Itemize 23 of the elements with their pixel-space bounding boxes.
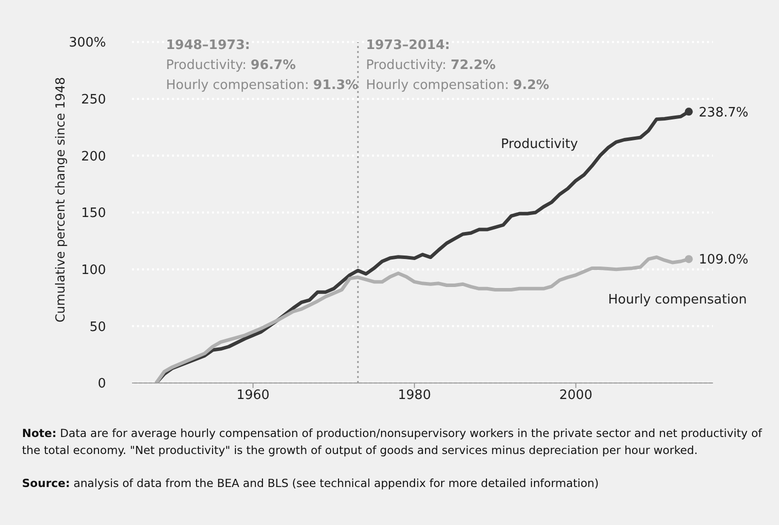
annotation: 109.0%: [698, 252, 748, 268]
series-label: Productivity: [500, 136, 578, 152]
annotation: 1948–1973:: [166, 38, 250, 53]
x-tick-label: 1960: [236, 388, 270, 404]
y-tick-label: 100: [81, 262, 106, 278]
annotation: 238.7%: [698, 105, 748, 120]
y-tick-label: 150: [81, 206, 106, 222]
y-tick-label: 250: [81, 92, 106, 108]
y-tick-label: 0: [98, 376, 106, 392]
x-tick-label: 1980: [398, 388, 431, 404]
annotation: Hourly compensation: 91.3%: [166, 78, 358, 93]
y-axis-title: Cumulative percent change since 1948: [52, 77, 68, 322]
annotation: Hourly compensation: 9.2%: [366, 78, 550, 93]
y-tick-label: 200: [81, 149, 106, 164]
y-tick-label: 50: [89, 320, 106, 335]
series-label: Hourly compensation: [608, 292, 747, 308]
annotation: Productivity: 96.7%: [166, 58, 296, 73]
annotation: 1973–2014:: [366, 38, 450, 53]
source-note: Source: analysis of data from the BEA and BLS (see technical appendix for more detailed information): [22, 477, 599, 490]
y-tick-label: 300%: [68, 36, 106, 51]
x-tick-label: 2000: [559, 388, 592, 404]
annotation: Productivity: 72.2%: [366, 58, 496, 73]
text: Note: Data are for average hourly compensation of production/nonsupervisory workers in the private sector and net productivity of the total economy. "Net productivity" is the growth of output of goods and services minus depreciation per hour worked.: [22, 427, 762, 457]
